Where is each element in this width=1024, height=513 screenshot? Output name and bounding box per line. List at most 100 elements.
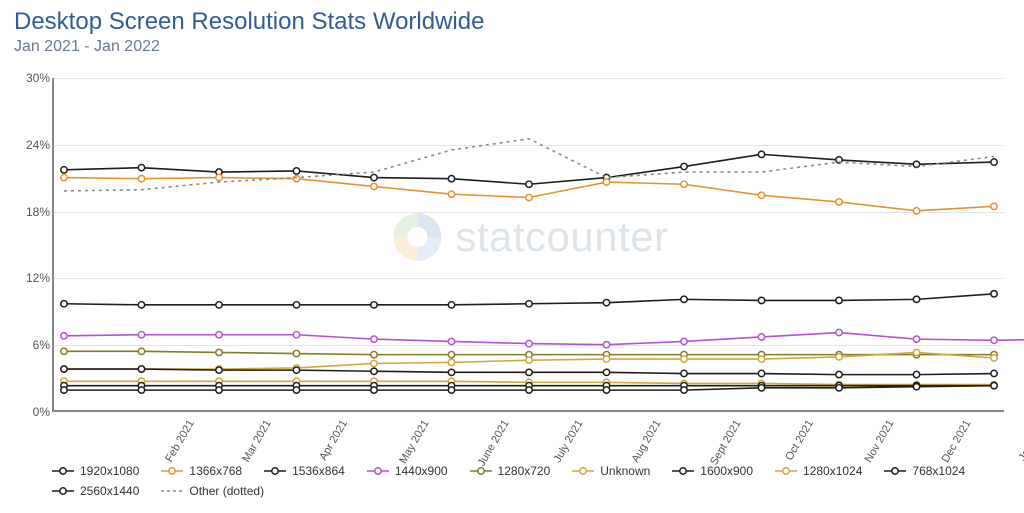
legend-swatch-icon bbox=[672, 465, 694, 477]
series-marker bbox=[991, 159, 997, 165]
series-marker bbox=[991, 355, 997, 361]
x-tick-label: Oct 2021 bbox=[783, 418, 816, 463]
series-marker bbox=[293, 367, 299, 373]
legend-swatch-icon bbox=[52, 465, 74, 477]
series-line bbox=[64, 333, 1024, 345]
series-svg bbox=[54, 78, 1004, 410]
series-marker bbox=[293, 350, 299, 356]
y-tick-label: 0% bbox=[18, 405, 50, 419]
series-marker bbox=[371, 368, 377, 374]
y-tick-label: 30% bbox=[18, 71, 50, 85]
series-marker bbox=[448, 176, 454, 182]
legend-swatch-icon bbox=[52, 485, 74, 497]
series-marker bbox=[216, 367, 222, 373]
series-marker bbox=[448, 369, 454, 375]
legend-label: 1536x864 bbox=[292, 464, 345, 478]
series-marker bbox=[758, 334, 764, 340]
series-marker bbox=[758, 385, 764, 391]
series-marker bbox=[138, 366, 144, 372]
series-marker bbox=[836, 329, 842, 335]
legend-label: Other (dotted) bbox=[189, 484, 264, 498]
series-marker bbox=[293, 168, 299, 174]
series-marker bbox=[138, 164, 144, 170]
series-marker bbox=[138, 387, 144, 393]
series-marker bbox=[371, 183, 377, 189]
x-tick-label: Sept 2021 bbox=[708, 418, 743, 467]
series-marker bbox=[526, 301, 532, 307]
series-marker bbox=[61, 174, 67, 180]
legend-swatch-icon bbox=[884, 465, 906, 477]
series-marker bbox=[216, 174, 222, 180]
series-marker bbox=[61, 333, 67, 339]
legend-label: 768x1024 bbox=[912, 464, 965, 478]
chart-area: statcounter 1920x10801366x7681536x864144… bbox=[14, 72, 1010, 482]
series-marker bbox=[758, 151, 764, 157]
series-marker bbox=[913, 371, 919, 377]
series-marker bbox=[138, 332, 144, 338]
legend-label: 2560x1440 bbox=[80, 484, 139, 498]
legend-label: 1440x900 bbox=[395, 464, 448, 478]
series-marker bbox=[603, 342, 609, 348]
series-marker bbox=[603, 299, 609, 305]
series-marker bbox=[758, 192, 764, 198]
legend-item: Other (dotted) bbox=[161, 484, 264, 498]
series-marker bbox=[526, 340, 532, 346]
series-marker bbox=[61, 167, 67, 173]
series-marker bbox=[293, 176, 299, 182]
legend-swatch-icon bbox=[161, 465, 183, 477]
x-tick-label: Jan 2022 bbox=[1017, 418, 1024, 463]
series-marker bbox=[913, 336, 919, 342]
legend-swatch-icon bbox=[161, 485, 183, 497]
chart-title: Desktop Screen Resolution Stats Worldwid… bbox=[14, 8, 1010, 36]
series-marker bbox=[448, 387, 454, 393]
series-marker bbox=[991, 370, 997, 376]
series-marker bbox=[526, 369, 532, 375]
series-marker bbox=[603, 179, 609, 185]
series-marker bbox=[61, 387, 67, 393]
series-marker bbox=[448, 351, 454, 357]
legend: 1920x10801366x7681536x8641440x9001280x72… bbox=[52, 464, 1004, 498]
series-marker bbox=[836, 371, 842, 377]
series-marker bbox=[681, 163, 687, 169]
legend-item: 1280x1024 bbox=[775, 464, 862, 478]
legend-item: 768x1024 bbox=[884, 464, 965, 478]
x-tick-label: Dec 2021 bbox=[940, 418, 974, 465]
series-marker bbox=[526, 387, 532, 393]
series-marker bbox=[603, 369, 609, 375]
legend-label: 1920x1080 bbox=[80, 464, 139, 478]
y-tick-label: 24% bbox=[18, 138, 50, 152]
series-marker bbox=[216, 349, 222, 355]
x-tick-label: Aug 2021 bbox=[629, 418, 663, 465]
x-tick-label: July 2021 bbox=[552, 418, 586, 465]
legend-label: 1366x768 bbox=[189, 464, 242, 478]
legend-swatch-icon bbox=[572, 465, 594, 477]
x-tick-label: Mar 2021 bbox=[241, 418, 275, 464]
legend-label: 1280x1024 bbox=[803, 464, 862, 478]
series-marker bbox=[913, 208, 919, 214]
series-marker bbox=[293, 387, 299, 393]
series-marker bbox=[681, 370, 687, 376]
series-marker bbox=[681, 296, 687, 302]
x-tick-label: Apr 2021 bbox=[317, 418, 350, 463]
legend-item: 1600x900 bbox=[672, 464, 753, 478]
series-marker bbox=[138, 348, 144, 354]
chart-subtitle: Jan 2021 - Jan 2022 bbox=[14, 38, 1010, 56]
series-marker bbox=[216, 387, 222, 393]
x-tick-label: May 2021 bbox=[397, 418, 432, 466]
series-marker bbox=[216, 302, 222, 308]
series-marker bbox=[681, 338, 687, 344]
series-marker bbox=[603, 356, 609, 362]
series-marker bbox=[448, 338, 454, 344]
series-marker bbox=[758, 356, 764, 362]
series-marker bbox=[371, 174, 377, 180]
series-marker bbox=[448, 191, 454, 197]
series-marker bbox=[758, 370, 764, 376]
series-marker bbox=[448, 302, 454, 308]
series-marker bbox=[836, 199, 842, 205]
x-tick-label: June 2021 bbox=[476, 418, 512, 469]
series-marker bbox=[371, 351, 377, 357]
series-marker bbox=[681, 181, 687, 187]
series-marker bbox=[836, 297, 842, 303]
legend-label: Unknown bbox=[600, 464, 650, 478]
series-marker bbox=[61, 366, 67, 372]
